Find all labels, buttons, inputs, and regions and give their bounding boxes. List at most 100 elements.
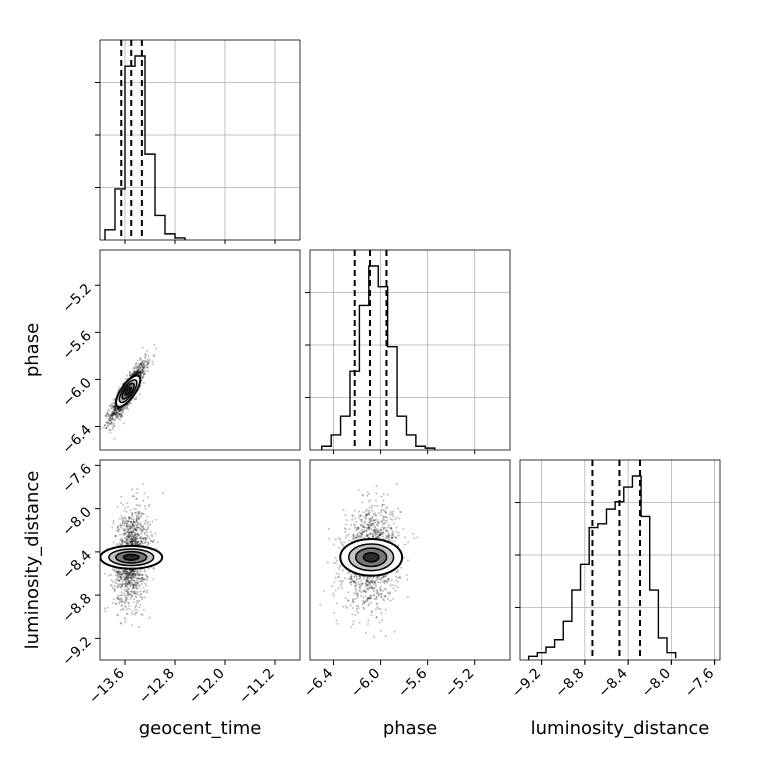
sample-point (134, 576, 137, 579)
sample-point (135, 579, 138, 582)
sample-point (133, 536, 136, 539)
sample-point (114, 407, 117, 410)
sample-point (135, 523, 138, 526)
sample-point (358, 510, 361, 513)
sample-point (129, 539, 132, 542)
sample-point (354, 583, 357, 586)
sample-point (134, 508, 137, 511)
sample-point (114, 407, 117, 410)
sample-point (113, 412, 116, 415)
sample-point (135, 497, 138, 500)
sample-point (146, 350, 149, 353)
sample-point (116, 407, 119, 410)
sample-point (113, 408, 116, 411)
sample-point (147, 541, 150, 544)
sample-point (119, 533, 122, 536)
sample-point (129, 521, 132, 524)
sample-point (114, 602, 117, 605)
sample-point (115, 409, 118, 412)
sample-point (110, 579, 113, 582)
sample-point (387, 530, 390, 533)
sample-point (339, 538, 342, 541)
sample-point (132, 373, 135, 376)
sample-point (129, 571, 132, 574)
sample-point (353, 575, 356, 578)
sample-point (134, 371, 137, 374)
sample-point (131, 535, 134, 538)
sample-point (362, 531, 365, 534)
sample-point (126, 570, 129, 573)
sample-point (380, 521, 383, 524)
sample-point (123, 516, 126, 519)
sample-point (124, 605, 127, 608)
sample-point (124, 585, 127, 588)
sample-point (138, 368, 141, 371)
sample-point (353, 526, 356, 529)
sample-point (138, 367, 141, 370)
sample-point (379, 533, 382, 536)
sample-point (124, 618, 127, 621)
sample-point (134, 527, 137, 530)
sample-point (361, 533, 364, 536)
sample-point (118, 408, 121, 411)
sample-point (384, 526, 387, 529)
sample-point (387, 578, 390, 581)
sample-point (137, 580, 140, 583)
sample-point (129, 569, 132, 572)
sample-point (373, 531, 376, 534)
sample-point (146, 574, 149, 577)
sample-point (114, 412, 117, 415)
sample-point (131, 570, 134, 573)
sample-point (353, 575, 356, 578)
sample-point (366, 588, 369, 591)
sample-point (116, 579, 119, 582)
sample-point (372, 513, 375, 516)
sample-point (356, 534, 359, 537)
sample-point (358, 589, 361, 592)
sample-point (379, 578, 382, 581)
sample-point (381, 508, 384, 511)
sample-point (130, 583, 133, 586)
sample-point (111, 418, 114, 421)
sample-point (124, 577, 127, 580)
sample-point (139, 370, 142, 373)
sample-point (134, 581, 137, 584)
sample-point (357, 594, 360, 597)
sample-point (130, 576, 133, 579)
sample-point (141, 613, 144, 616)
sample-point (121, 582, 124, 585)
sample-point (136, 370, 139, 373)
sample-point (126, 577, 129, 580)
sample-point (129, 573, 132, 576)
sample-point (131, 534, 134, 537)
sample-point (391, 512, 394, 515)
sample-point (137, 584, 140, 587)
sample-point (128, 370, 131, 373)
sample-point (132, 373, 135, 376)
sample-point (144, 520, 147, 523)
sample-point (112, 408, 115, 411)
sample-point (141, 371, 144, 374)
x-tick-label: −11.2 (236, 666, 278, 708)
sample-point (129, 574, 132, 577)
sample-point (123, 522, 126, 525)
sample-point (132, 571, 135, 574)
sample-point (402, 556, 405, 559)
sample-point (139, 570, 142, 573)
sample-point (362, 589, 365, 592)
sample-point (130, 571, 133, 574)
sample-point (135, 372, 138, 375)
sample-point (123, 532, 126, 535)
sample-point (131, 572, 134, 575)
sample-point (123, 572, 126, 575)
sample-point (360, 535, 363, 538)
sample-point (387, 532, 390, 535)
sample-point (141, 366, 144, 369)
sample-point (110, 421, 113, 424)
sample-point (138, 369, 141, 372)
sample-point (383, 522, 386, 525)
sample-point (395, 576, 398, 579)
sample-point (124, 570, 127, 573)
sample-point (367, 533, 370, 536)
sample-point (116, 407, 119, 410)
